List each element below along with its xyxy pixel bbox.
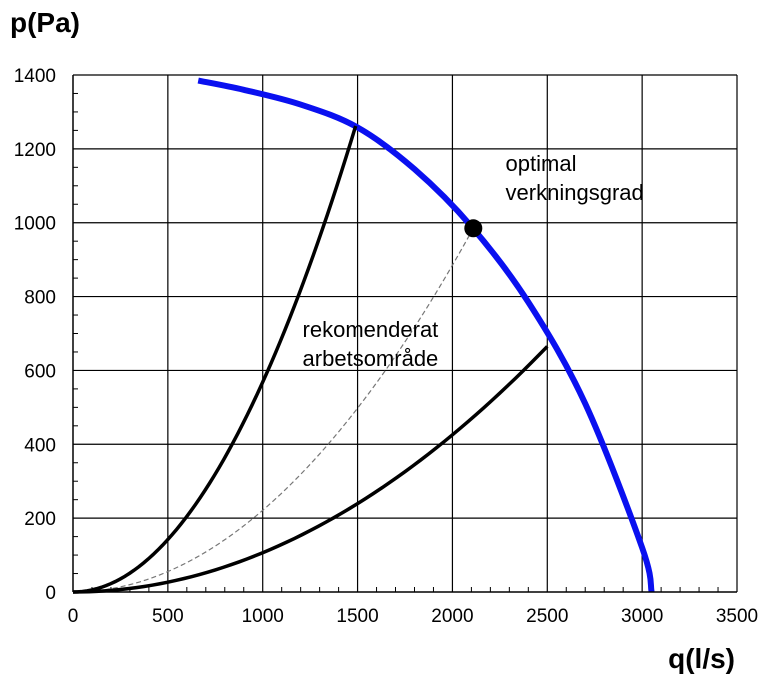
y-tick-label-0: 0 bbox=[45, 583, 56, 604]
optimal-point-marker bbox=[464, 219, 483, 238]
axes: 0 500 1000 1500 2000 2500 3000 3500 0 200 400 600 80… bbox=[14, 66, 758, 627]
x-tick-label-2000: 2000 bbox=[431, 606, 473, 627]
y-tick-label-800: 800 bbox=[24, 288, 56, 309]
y-tick-label-1000: 1000 bbox=[14, 214, 56, 235]
x-tick-label-1500: 1500 bbox=[336, 606, 378, 627]
y-tick-label-400: 400 bbox=[24, 435, 56, 456]
curves: optimal verkningsgrad rekomenderat arbetsom… bbox=[72, 77, 655, 594]
x-tick-label-2500: 2500 bbox=[526, 606, 568, 627]
system-curve-upper bbox=[72, 125, 358, 594]
y-tick-label-200: 200 bbox=[24, 509, 56, 530]
y-tick-label-600: 600 bbox=[24, 361, 56, 382]
system-curve-lower bbox=[72, 345, 549, 594]
x-tick-label-0: 0 bbox=[68, 606, 79, 627]
y-axis-title: p(Pa) bbox=[10, 7, 80, 38]
y-tick-label-1400: 1400 bbox=[14, 66, 56, 87]
x-axis-title: q(l/s) bbox=[668, 643, 735, 674]
y-tick-label-1200: 1200 bbox=[14, 140, 56, 161]
annotation-0-line-0: optimal bbox=[506, 151, 577, 176]
x-tick-label-3000: 3000 bbox=[621, 606, 663, 627]
optimal-system-curve bbox=[72, 227, 474, 593]
x-tick-label-1000: 1000 bbox=[242, 606, 284, 627]
annotation-1-line-1: arbetsområde bbox=[303, 346, 439, 371]
x-tick-label-500: 500 bbox=[152, 606, 184, 627]
x-tick-label-3500: 3500 bbox=[716, 606, 758, 627]
annotation-0-line-1: verkningsgrad bbox=[506, 180, 644, 205]
annotation-1-line-0: rekomenderat bbox=[303, 317, 439, 342]
